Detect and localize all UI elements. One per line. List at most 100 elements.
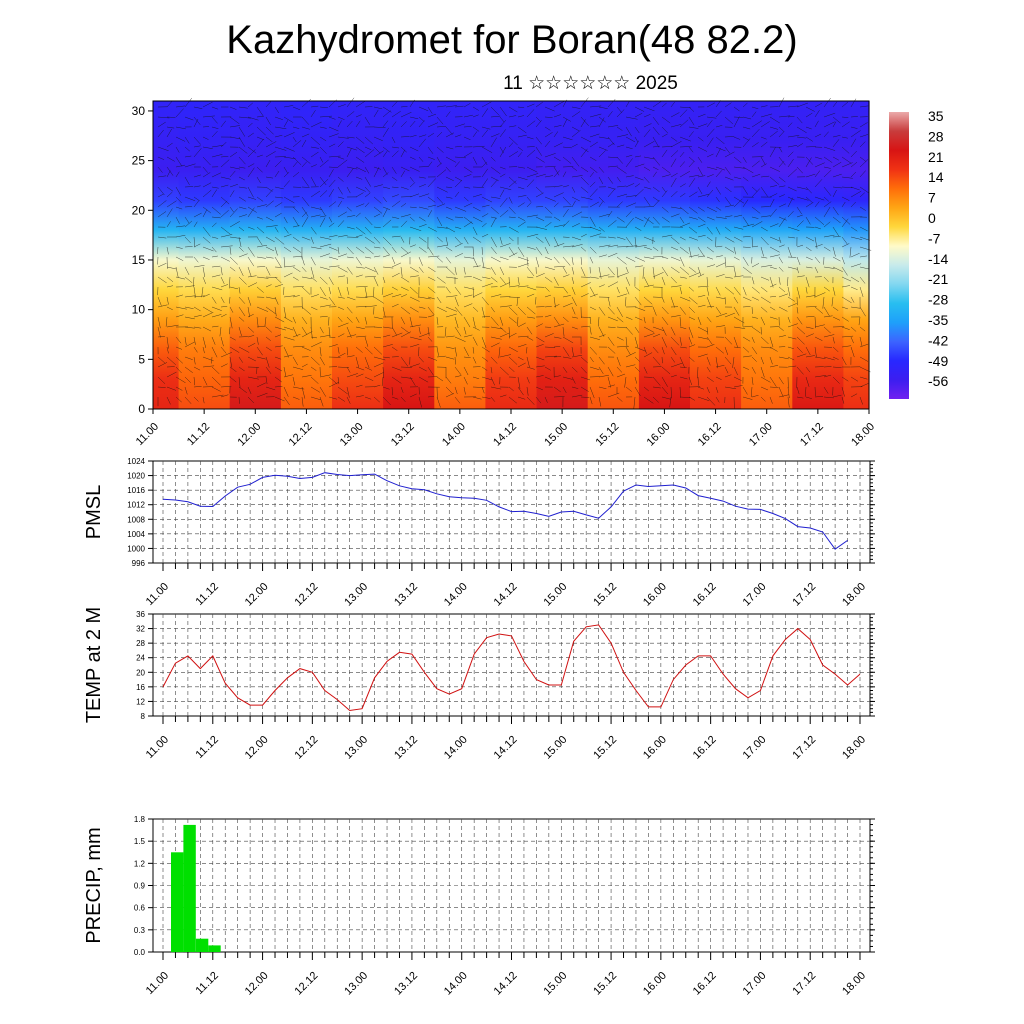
wind-arrow bbox=[265, 306, 276, 315]
wind-arrow bbox=[688, 306, 695, 313]
wind-arrow bbox=[832, 161, 842, 168]
wind-arrow bbox=[427, 356, 438, 361]
wind-arrow bbox=[238, 226, 245, 232]
wind-arrow bbox=[319, 253, 330, 258]
wind-arrow bbox=[229, 116, 240, 125]
wind-arrow bbox=[760, 136, 767, 140]
wind-arrow bbox=[445, 313, 457, 318]
heatmap-x-tick-label: 13.00 bbox=[338, 421, 366, 449]
wind-arrow bbox=[508, 306, 518, 316]
wind-arrow bbox=[229, 346, 240, 353]
heatmap-x-tick-label: 16.12 bbox=[696, 421, 724, 449]
wind-arrow bbox=[499, 276, 506, 285]
wind-arrow bbox=[355, 212, 361, 218]
wind-arrow bbox=[454, 266, 457, 275]
wind-arrow bbox=[445, 105, 457, 108]
wind-arrow bbox=[346, 276, 349, 284]
wind-arrow bbox=[553, 192, 564, 198]
wind-arrow bbox=[175, 386, 183, 391]
wind-arrow bbox=[445, 376, 452, 384]
wind-arrow bbox=[625, 364, 636, 368]
wind-arrow bbox=[562, 346, 570, 357]
wind-arrow bbox=[283, 246, 292, 253]
colorbar-label: -35 bbox=[928, 312, 948, 328]
wind-arrow bbox=[274, 106, 280, 114]
wind-arrow bbox=[742, 199, 749, 208]
wind-arrow bbox=[724, 146, 731, 154]
wind-arrow bbox=[778, 97, 785, 108]
wind-arrow bbox=[634, 126, 640, 134]
wind-arrow bbox=[553, 236, 559, 247]
wind-arrow bbox=[805, 112, 813, 118]
wind-arrow bbox=[481, 346, 490, 353]
wind-arrow bbox=[517, 344, 527, 348]
wind-arrow bbox=[787, 105, 799, 108]
wind-arrow bbox=[724, 312, 735, 318]
wind-arrow bbox=[301, 211, 308, 218]
wind-arrow bbox=[742, 306, 751, 308]
pmsl-grid bbox=[153, 461, 870, 563]
wind-arrow bbox=[778, 203, 787, 208]
wind-arrow bbox=[544, 266, 555, 270]
wind-arrow bbox=[283, 166, 289, 174]
wind-arrow bbox=[184, 266, 190, 276]
wind-arrow bbox=[697, 396, 710, 402]
wind-arrow bbox=[499, 316, 504, 326]
heatmap-y-tick-label: 10 bbox=[132, 303, 146, 317]
wind-arrow bbox=[787, 168, 797, 178]
wind-arrow bbox=[553, 224, 566, 228]
wind-arrow bbox=[409, 296, 420, 302]
wind-arrow bbox=[787, 197, 794, 208]
wind-arrow bbox=[373, 136, 383, 142]
wind-arrow bbox=[265, 336, 271, 341]
wind-arrow bbox=[319, 136, 327, 142]
wind-arrow bbox=[193, 106, 203, 109]
wind-arrow bbox=[706, 316, 712, 323]
wind-arrow bbox=[850, 276, 860, 283]
wind-arrow bbox=[490, 326, 503, 330]
wind-arrow bbox=[571, 256, 574, 265]
wind-arrow bbox=[823, 112, 836, 118]
wind-arrow bbox=[715, 296, 726, 300]
wind-arrow bbox=[607, 346, 616, 354]
wind-arrow bbox=[643, 123, 652, 128]
wind-arrow bbox=[733, 256, 740, 261]
wind-arrow bbox=[688, 178, 696, 188]
wind-arrow bbox=[760, 296, 771, 304]
wind-arrow bbox=[472, 114, 479, 118]
wind-arrow bbox=[616, 134, 629, 138]
wind-arrow bbox=[391, 262, 402, 268]
wind-arrow bbox=[751, 142, 759, 148]
wind-arrow bbox=[418, 138, 426, 148]
wind-arrow bbox=[733, 286, 741, 296]
wind-arrow bbox=[508, 142, 514, 148]
wind-arrow bbox=[841, 326, 850, 330]
wind-arrow bbox=[211, 116, 218, 124]
wind-arrow bbox=[508, 276, 510, 286]
wind-arrow bbox=[661, 316, 669, 326]
wind-arrow bbox=[247, 196, 257, 200]
wind-arrow bbox=[643, 246, 652, 250]
wind-arrow bbox=[337, 141, 344, 148]
wind-arrow bbox=[526, 286, 537, 291]
wind-arrow bbox=[220, 394, 229, 398]
wind-arrow bbox=[337, 253, 347, 258]
wind-arrow bbox=[553, 166, 560, 176]
wind-arrow bbox=[643, 141, 655, 148]
wind-arrow bbox=[283, 156, 296, 160]
wind-arrow bbox=[472, 316, 476, 328]
precip-x-tick-label: 11.00 bbox=[144, 970, 171, 997]
wind-arrow bbox=[769, 185, 778, 188]
wind-arrow bbox=[526, 356, 530, 368]
wind-arrow bbox=[292, 256, 303, 258]
wind-arrow bbox=[337, 120, 342, 128]
wind-arrow bbox=[301, 161, 307, 168]
wind-arrow bbox=[706, 174, 714, 178]
heatmap-field bbox=[153, 101, 870, 409]
wind-arrow bbox=[238, 286, 241, 294]
wind-arrow bbox=[436, 146, 444, 153]
wind-arrow bbox=[850, 201, 856, 208]
wind-arrow bbox=[364, 216, 373, 226]
wind-arrow bbox=[427, 106, 433, 114]
heatmap-column bbox=[153, 101, 180, 409]
